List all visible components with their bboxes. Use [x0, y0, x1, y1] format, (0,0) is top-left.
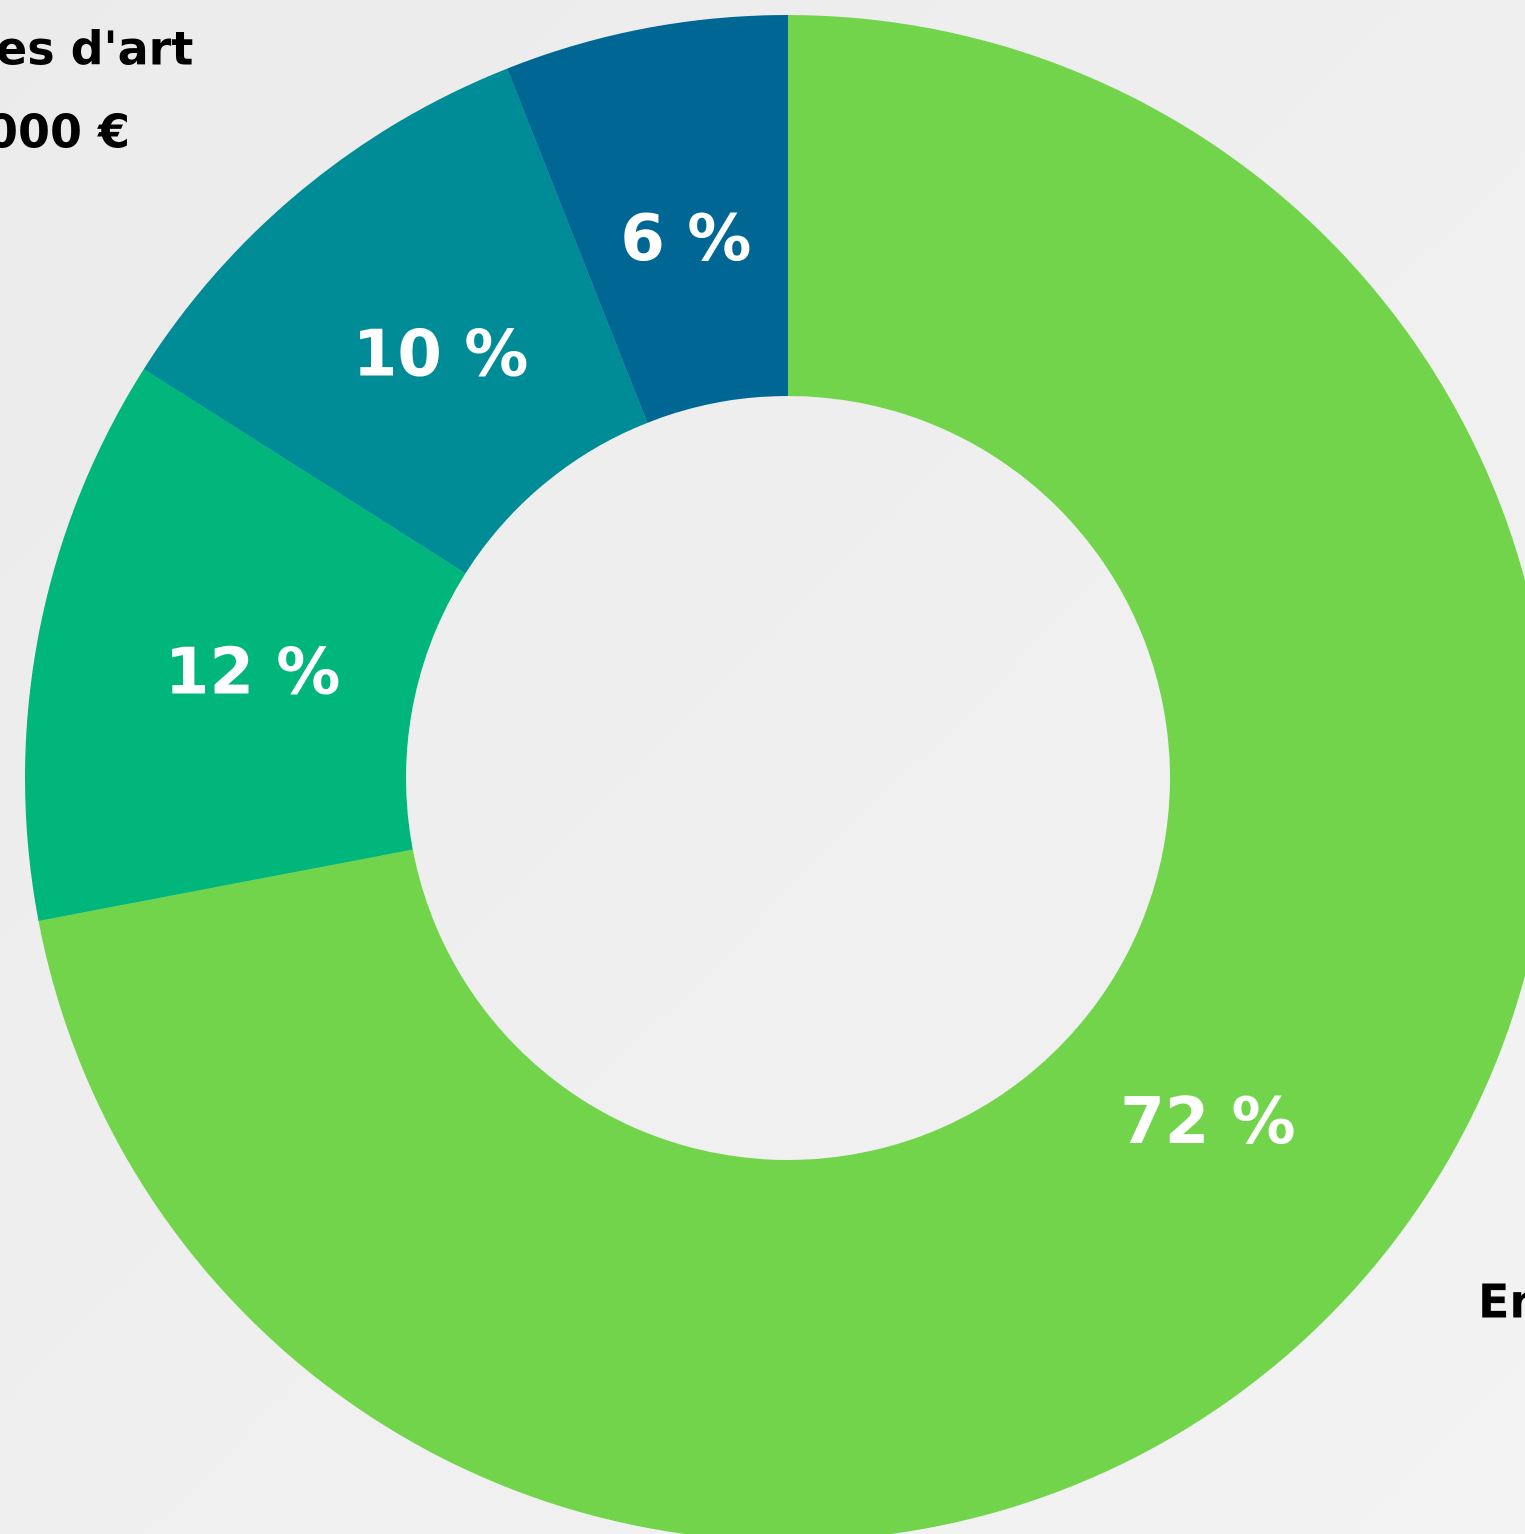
donut-slice — [507, 15, 788, 423]
slice-label: 10 % — [353, 318, 528, 392]
donut-slice — [143, 68, 648, 574]
annotation: 000 € — [0, 105, 130, 159]
slice-label: 72 % — [1120, 1085, 1295, 1159]
annotation: En — [1478, 1275, 1525, 1329]
slice-label: 12 % — [165, 635, 340, 709]
slice-label: 6 % — [620, 202, 751, 276]
donut-slice — [38, 15, 1525, 1534]
annotation: es d'art — [0, 22, 193, 76]
donut-slice — [25, 369, 466, 921]
